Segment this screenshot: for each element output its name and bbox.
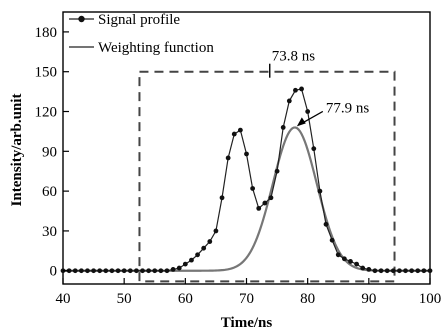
signal-profile-point [85, 268, 90, 274]
signal-profile-point [250, 186, 256, 191]
x-tick-label: 80 [300, 291, 315, 307]
signal-profile-point [213, 228, 219, 234]
signal-profile-point [268, 195, 274, 201]
signal-profile-point [415, 268, 421, 274]
signal-profile-point [293, 87, 298, 93]
signal-profile-point [121, 268, 127, 274]
signal-profile-point [329, 237, 335, 243]
signal-profile-point [384, 268, 390, 274]
signal-profile-point [317, 188, 323, 194]
signal-profile-point [427, 268, 433, 274]
signal-profile-point [231, 131, 237, 137]
signal-profile-point [140, 268, 145, 274]
signal-profile-point [182, 261, 188, 267]
x-tick-label: 60 [178, 291, 193, 307]
y-tick-label: 60 [42, 184, 57, 200]
y-axis-title: Intensity/arb.unit [9, 94, 25, 207]
signal-profile-point [72, 268, 78, 274]
signal-profile-point [66, 268, 72, 274]
signal-profile-point [127, 268, 133, 274]
x-axis-title: Time/ns [221, 315, 273, 331]
signal-profile-point [78, 268, 84, 274]
y-tick-label: 90 [42, 144, 57, 160]
signal-profile-point [366, 267, 372, 272]
signal-profile-point [146, 268, 152, 274]
legend-signal-label: Signal profile [98, 12, 180, 28]
signal-profile-point [237, 127, 243, 133]
signal-profile-point [195, 252, 200, 258]
signal-profile-point [225, 155, 231, 161]
y-tick-label: 0 [50, 264, 58, 280]
signal-profile-point [280, 125, 286, 130]
x-tick-label: 100 [419, 291, 442, 307]
x-tick-label: 50 [117, 291, 132, 307]
signal-profile-point [286, 98, 292, 104]
y-tick-label: 30 [42, 224, 57, 240]
signal-profile-point [176, 265, 182, 271]
annotation-arrow-head [296, 117, 306, 127]
signal-profile-point [103, 268, 109, 274]
signal-profile-point [378, 268, 384, 274]
legend: Signal profile Weighting function [69, 12, 214, 56]
signal-profile-point [189, 257, 194, 263]
signal-profile-point [91, 268, 96, 274]
signal-profile-point [274, 168, 280, 174]
signal-profile-point [311, 146, 317, 152]
signal-profile-point [348, 259, 353, 264]
signal-profile-point [109, 268, 115, 274]
y-tick-label: 180 [35, 25, 58, 41]
signal-profile-point [409, 268, 415, 274]
signal-profile-point [341, 256, 347, 262]
signal-profile-point [372, 268, 378, 274]
signal-profile-point [244, 151, 249, 157]
y-tick-label: 120 [35, 105, 58, 121]
series-layer [60, 86, 433, 274]
signal-profile-point [323, 221, 329, 227]
x-tick-label: 90 [361, 291, 376, 307]
y-tick-label: 150 [35, 65, 58, 81]
signal-profile-point [390, 268, 396, 274]
signal-profile-point [262, 200, 268, 206]
signal-profile-point [403, 268, 408, 274]
signal-profile-point [305, 109, 311, 114]
signal-profile-point [164, 268, 170, 274]
signal-profile-point [170, 267, 176, 272]
signal-profile-point [97, 268, 103, 274]
signal-profile-point [360, 265, 366, 271]
tick-layer: 40 50 60 70 80 90 100 0 30 60 90 120 150 180 [35, 25, 442, 307]
signal-profile-point [421, 268, 427, 274]
signal-profile-point [158, 268, 164, 274]
x-tick-label: 70 [239, 291, 254, 307]
signal-profile-point [115, 268, 121, 274]
signal-profile-point [335, 252, 341, 258]
signal-profile-line [63, 88, 430, 272]
annotation-77-9: 77.9 ns [326, 100, 370, 116]
dashed-window [138, 70, 396, 283]
signal-profile-point [354, 261, 359, 267]
signal-profile-point [152, 268, 158, 274]
legend-signal-marker [78, 15, 85, 23]
signal-profile-point [134, 268, 139, 274]
annotation-73-8: 73.8 ns [272, 49, 316, 65]
weighting-function-line [63, 126, 430, 272]
legend-weighting-label: Weighting function [98, 40, 214, 56]
signal-profile-point [201, 245, 207, 251]
x-tick-label: 40 [56, 291, 71, 307]
signal-profile-point [397, 268, 402, 274]
annotation-layer: 73.8 ns 77.9 ns [269, 49, 370, 127]
signal-profile-point [219, 195, 225, 201]
signal-profile-point [207, 239, 213, 244]
signal-profile-point [256, 205, 262, 211]
signal-profile-point [299, 86, 304, 92]
window-layer [138, 70, 396, 283]
